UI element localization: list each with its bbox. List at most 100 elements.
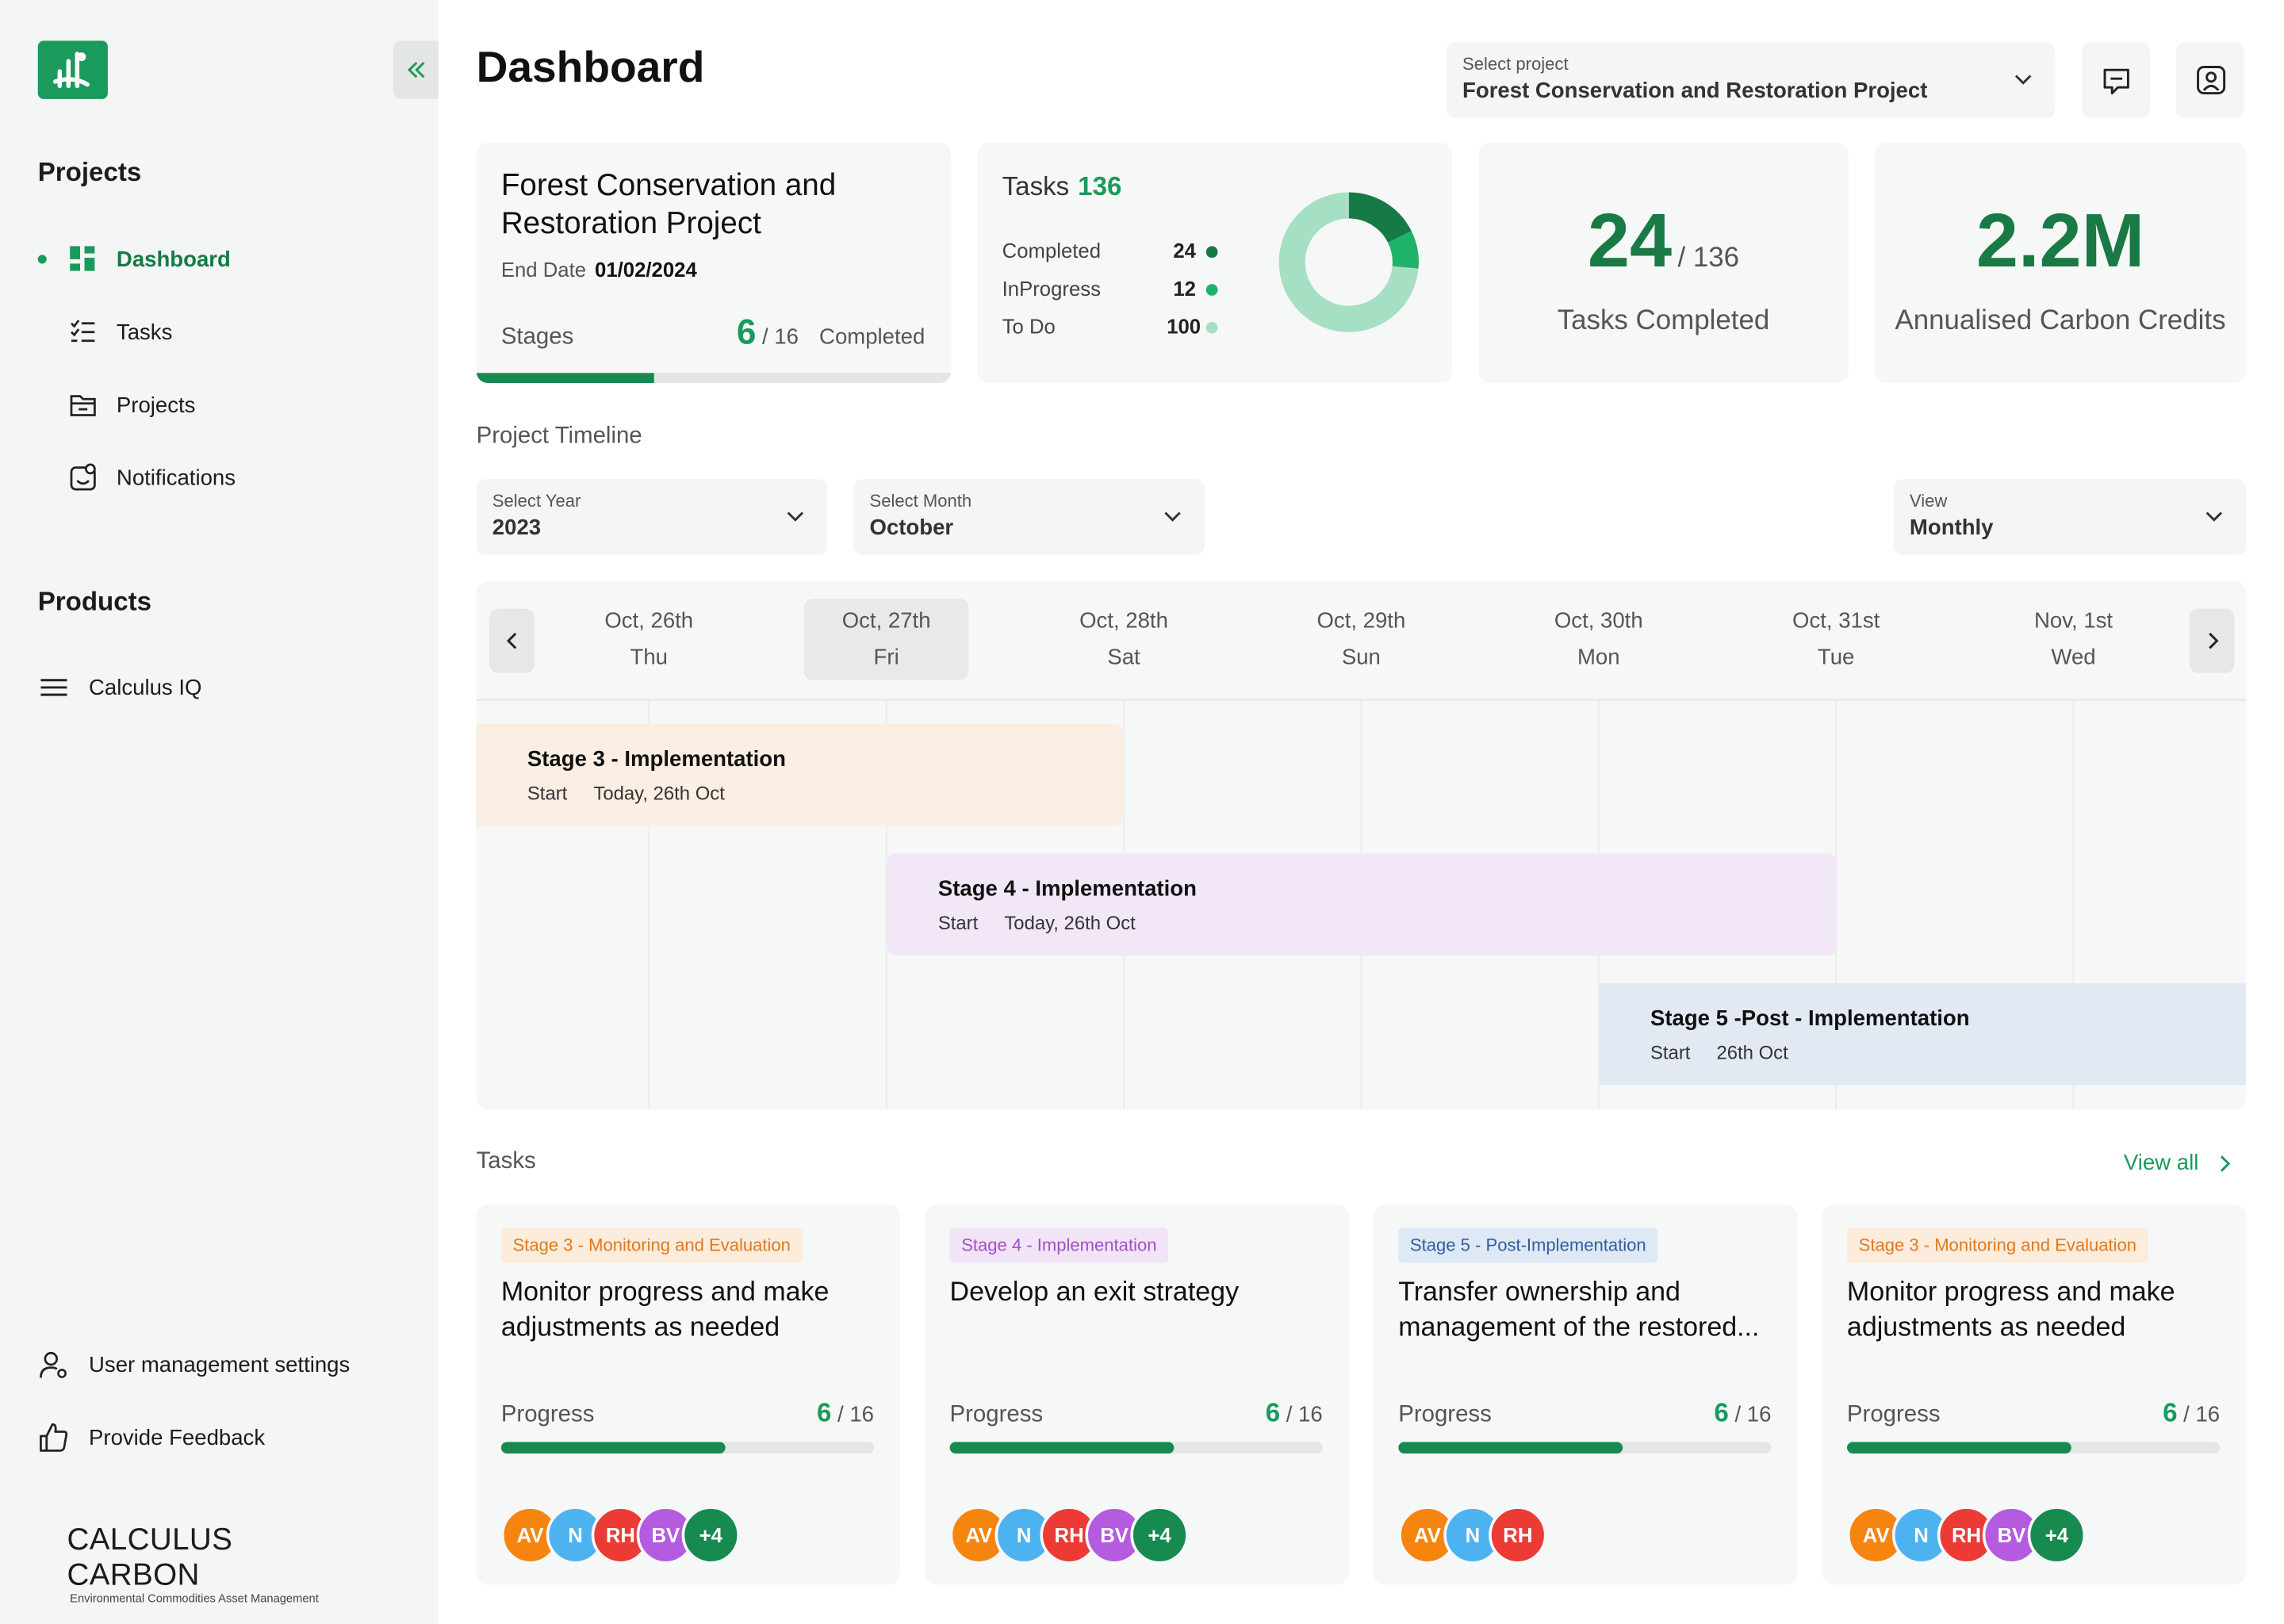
tasks-completed-label: Tasks Completed: [1557, 305, 1770, 337]
project-summary-card: Forest Conservation and Restoration Proj…: [476, 142, 952, 384]
day-date: Oct, 28th: [1079, 608, 1168, 634]
sidebar-item-feedback[interactable]: Provide Feedback: [38, 1422, 265, 1454]
stage-start-value: Today, 26th Oct: [1004, 911, 1136, 934]
task-stat-value: 100: [1167, 314, 1201, 339]
timeline-next-button[interactable]: [2189, 608, 2235, 673]
day-name: Sun: [1341, 645, 1381, 670]
stage-tag: Stage 3 - Monitoring and Evaluation: [500, 1228, 803, 1263]
progress-fill: [500, 1442, 725, 1454]
project-select-label: Select project: [1462, 53, 1569, 75]
user-settings-icon: [38, 1349, 70, 1381]
chevron-right-icon: [2221, 1155, 2232, 1171]
stages-value: 6 / 16 Completed: [737, 313, 925, 354]
view-select-label: View: [1909, 490, 1948, 511]
stage-start-label: Start: [937, 911, 979, 934]
carbon-credits-card: 2.2M Annualised Carbon Credits: [1874, 142, 2247, 384]
stage-bar-3[interactable]: Stage 3 - Implementation Start Today, 26t…: [476, 723, 1124, 826]
sidebar-item-label: Tasks: [116, 320, 173, 345]
sidebar-item-label: Calculus IQ: [89, 675, 202, 700]
collapse-sidebar-button[interactable]: [393, 40, 439, 99]
project-timeline: Oct, 26th Thu Oct, 27th Fri Oct, 28th Sat O…: [476, 580, 2247, 1110]
end-date-label: End Date: [500, 258, 587, 282]
projects-heading: Projects: [37, 157, 142, 187]
timeline-day-selected[interactable]: Oct, 27th Fri: [803, 598, 969, 680]
brand-name: CALCULUS CARBON: [67, 1523, 233, 1592]
progress-bar: [1846, 1442, 2221, 1454]
task-card[interactable]: Stage 4 - Implementation Develop an exit…: [925, 1204, 1349, 1585]
timeline-day[interactable]: Oct, 30th Mon: [1516, 599, 1681, 680]
sidebar-item-projects[interactable]: Projects: [38, 383, 196, 427]
timeline-day[interactable]: Oct, 31st Tue: [1753, 599, 1918, 680]
project-select[interactable]: Select project Forest Conservation and R…: [1446, 42, 2056, 118]
grid-line: [2072, 700, 2075, 1110]
tasks-summary-card: Tasks 136 Completed 24 InProgress 12 To D…: [977, 142, 1453, 384]
tasks-total: 136: [1078, 171, 1122, 201]
stage-start-label: Start: [1650, 1041, 1691, 1063]
task-card[interactable]: Stage 5 - Post-Implementation Transfer o…: [1374, 1204, 1798, 1585]
timeline-title: Project Timeline: [476, 423, 642, 449]
sidebar-item-tasks[interactable]: Tasks: [38, 310, 173, 354]
timeline-prev-button[interactable]: [489, 608, 535, 673]
day-date: Oct, 31st: [1792, 608, 1880, 634]
chevron-left-icon: [506, 632, 516, 649]
progress-total: / 16: [1734, 1402, 1772, 1427]
progress-total: / 16: [837, 1402, 875, 1427]
timeline-day[interactable]: Oct, 29th Sun: [1279, 599, 1444, 680]
day-date: Oct, 30th: [1554, 608, 1643, 634]
day-name: Wed: [2051, 645, 2096, 670]
stage-bar-5[interactable]: Stage 5 -Post - Implementation Start 26th…: [1599, 982, 2247, 1086]
app-logo[interactable]: [37, 40, 108, 99]
timeline-day[interactable]: Oct, 28th Sat: [1041, 599, 1206, 680]
stages-done: 6: [736, 312, 757, 353]
stage-bar-4[interactable]: Stage 4 - Implementation Start Today, 26t…: [887, 853, 1838, 956]
year-select-label: Select Year: [492, 490, 581, 511]
year-select[interactable]: Select Year 2023: [476, 479, 828, 555]
progress-value: 6 / 16: [1266, 1398, 1323, 1429]
sidebar-item-dashboard[interactable]: Dashboard: [37, 237, 231, 281]
stage-tag: Stage 4 - Implementation: [949, 1228, 1169, 1263]
sidebar-item-label: Provide Feedback: [89, 1425, 266, 1450]
thumbs-up-icon: [38, 1422, 70, 1454]
messages-button[interactable]: [2081, 42, 2150, 118]
tasks-section-title: Tasks: [476, 1149, 536, 1174]
stages-progress-fill: [476, 373, 655, 384]
sidebar-item-notifications[interactable]: Notifications: [38, 456, 236, 500]
day-name: Thu: [630, 645, 668, 670]
stage-start: Start Today, 26th Oct: [938, 912, 1136, 934]
products-heading: Products: [37, 587, 152, 616]
stage-tag: Stage 3 - Monitoring and Evaluation: [1846, 1228, 2148, 1263]
stage-start: Start 26th Oct: [1650, 1041, 1788, 1063]
day-date: Nov, 1st: [2034, 608, 2113, 634]
view-select[interactable]: View Monthly: [1893, 479, 2247, 555]
task-stat-label: InProgress: [1002, 276, 1101, 301]
sidebar-item-user-management[interactable]: User management settings: [38, 1349, 350, 1381]
progress-total: / 16: [1286, 1402, 1323, 1427]
end-date-value: 01/02/2024: [595, 258, 697, 282]
legend-dot: [1205, 246, 1218, 259]
progress-done: 6: [1265, 1398, 1281, 1427]
chevron-down-icon: [2014, 75, 2032, 85]
sidebar-item-calculus-iq[interactable]: Calculus IQ: [38, 672, 202, 703]
year-select-value: 2023: [492, 515, 542, 541]
month-select[interactable]: Select Month October: [853, 479, 1205, 555]
timeline-day[interactable]: Oct, 26th Thu: [566, 599, 731, 680]
task-card[interactable]: Stage 3 - Monitoring and Evaluation Moni…: [1822, 1204, 2247, 1585]
grid-line: [648, 700, 650, 1110]
avatar: N: [546, 1506, 605, 1565]
end-date: End Date 01/02/2024: [501, 258, 697, 281]
task-card[interactable]: Stage 3 - Monitoring and Evaluation Moni…: [476, 1204, 901, 1585]
day-name: Mon: [1577, 645, 1620, 670]
profile-button[interactable]: [2176, 42, 2245, 118]
progress-fill: [949, 1442, 1174, 1454]
project-title: Forest Conservation and Restoration Proj…: [500, 169, 837, 241]
chevron-down-icon: [1164, 511, 1181, 522]
task-stat-label: To Do: [1002, 314, 1056, 339]
view-all-link[interactable]: View all: [2124, 1151, 2234, 1175]
progress-label: Progress: [949, 1402, 1044, 1427]
day-date: Oct, 26th: [604, 608, 694, 634]
project-select-value: Forest Conservation and Restoration Proj…: [1462, 79, 1928, 104]
stage-start-value: Today, 26th Oct: [593, 782, 725, 804]
task-title: Develop an exit strategy: [949, 1275, 1240, 1307]
progress-value: 6 / 16: [1714, 1398, 1771, 1429]
timeline-day[interactable]: Nov, 1st Wed: [1991, 599, 2156, 680]
